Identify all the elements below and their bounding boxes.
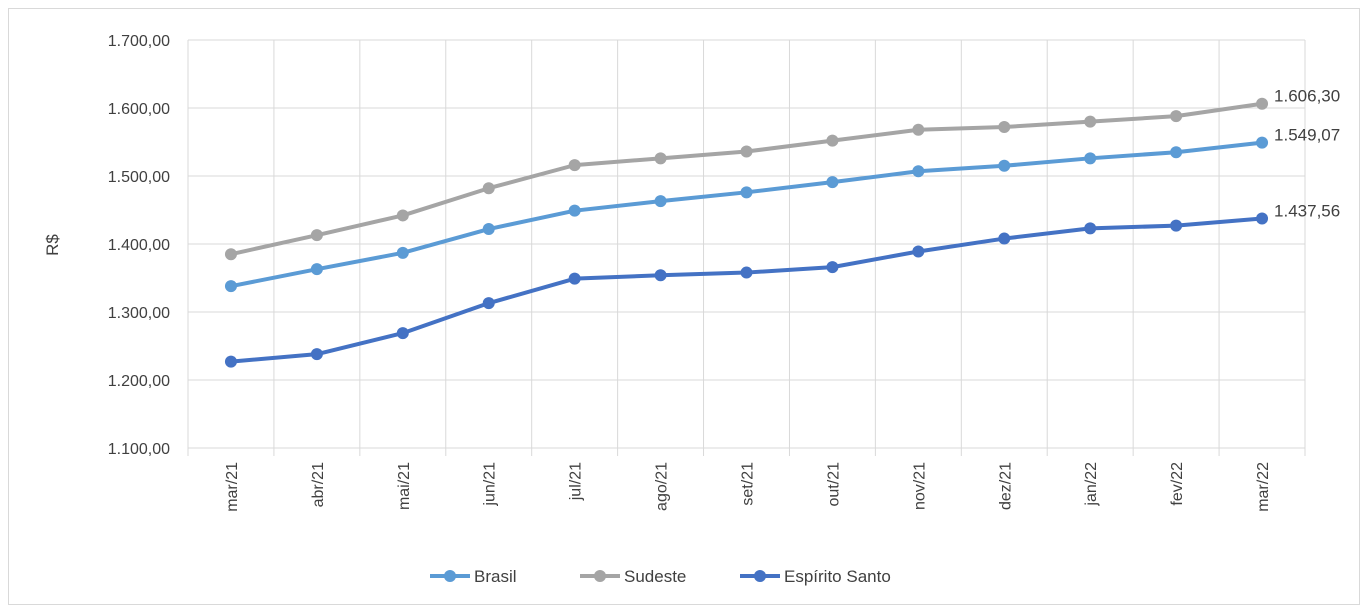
data-point	[826, 176, 839, 189]
data-point	[396, 246, 409, 259]
series-line-sudeste	[228, 101, 1265, 257]
gridlines	[187, 39, 1306, 456]
x-tick-label: dez/21	[997, 462, 1014, 510]
data-point	[1256, 97, 1269, 110]
x-tick-label: fev/22	[1169, 462, 1186, 506]
end-value-label: 1.549,07	[1274, 126, 1340, 145]
legend-swatch-marker	[594, 570, 606, 582]
data-point	[568, 204, 581, 217]
data-point	[1256, 212, 1269, 225]
data-point	[396, 327, 409, 340]
data-point	[482, 297, 495, 310]
data-point	[1170, 110, 1183, 123]
x-tick-label: mar/21	[224, 462, 241, 512]
data-point	[998, 232, 1011, 245]
end-value-label: 1.606,30	[1274, 87, 1340, 106]
series-group	[224, 97, 1269, 368]
data-point	[826, 134, 839, 147]
data-point	[224, 355, 237, 368]
data-point	[482, 223, 495, 236]
data-point	[1084, 222, 1097, 235]
data-point	[1084, 115, 1097, 128]
data-point	[826, 261, 839, 274]
data-point	[740, 145, 753, 158]
y-tick-label: 1.300,00	[108, 305, 170, 322]
data-point	[310, 263, 323, 276]
data-point	[740, 266, 753, 279]
x-tick-label: jul/21	[568, 462, 585, 501]
data-point	[396, 209, 409, 222]
series-line-brasil	[228, 140, 1265, 289]
data-point	[224, 248, 237, 261]
data-point	[998, 159, 1011, 172]
data-point	[912, 165, 925, 178]
x-tick-label: jun/21	[482, 462, 499, 507]
data-labels: 1.549,07 1.606,30 1.437,56	[1274, 87, 1340, 221]
data-point	[654, 195, 667, 208]
y-axis-ticks: 1.100,00 1.200,00 1.300,00 1.400,00 1.500,00…	[108, 33, 170, 458]
data-point	[912, 245, 925, 258]
x-tick-label: ago/21	[654, 462, 671, 511]
data-point	[1256, 136, 1269, 149]
y-axis-title: R$	[43, 234, 62, 256]
data-point	[224, 280, 237, 293]
data-point	[998, 121, 1011, 134]
y-tick-label: 1.100,00	[108, 441, 170, 458]
data-point	[568, 159, 581, 172]
data-point	[912, 123, 925, 136]
y-tick-label: 1.600,00	[108, 101, 170, 118]
x-tick-label: mar/22	[1255, 462, 1272, 512]
x-tick-label: jan/22	[1083, 462, 1100, 507]
legend-label: Brasil	[474, 567, 517, 586]
x-tick-label: nov/21	[911, 462, 928, 510]
y-tick-label: 1.500,00	[108, 169, 170, 186]
data-point	[654, 269, 667, 282]
data-point	[1170, 219, 1183, 232]
legend: Brasil Sudeste Espírito Santo	[430, 567, 891, 586]
legend-swatch-marker	[754, 570, 766, 582]
data-point	[740, 186, 753, 199]
y-tick-label: 1.400,00	[108, 237, 170, 254]
x-tick-label: mai/21	[396, 462, 413, 510]
data-point	[310, 348, 323, 361]
legend-label: Espírito Santo	[784, 567, 891, 586]
data-point	[310, 229, 323, 242]
legend-label: Sudeste	[624, 567, 686, 586]
x-tick-label: out/21	[825, 462, 842, 507]
legend-swatch-marker	[444, 570, 456, 582]
data-point	[1084, 152, 1097, 165]
data-point	[568, 272, 581, 285]
x-tick-label: set/21	[740, 462, 757, 506]
x-axis-ticks: mar/21 abr/21 mai/21 jun/21 jul/21 ago/21 set/…	[224, 462, 1272, 512]
data-point	[1170, 146, 1183, 159]
end-value-label: 1.437,56	[1274, 201, 1340, 220]
data-point	[482, 182, 495, 195]
y-tick-label: 1.200,00	[108, 373, 170, 390]
series-line-espírito-santo	[228, 216, 1265, 364]
data-point	[654, 152, 667, 165]
y-tick-label: 1.700,00	[108, 33, 170, 50]
x-tick-label: abr/21	[310, 462, 327, 507]
